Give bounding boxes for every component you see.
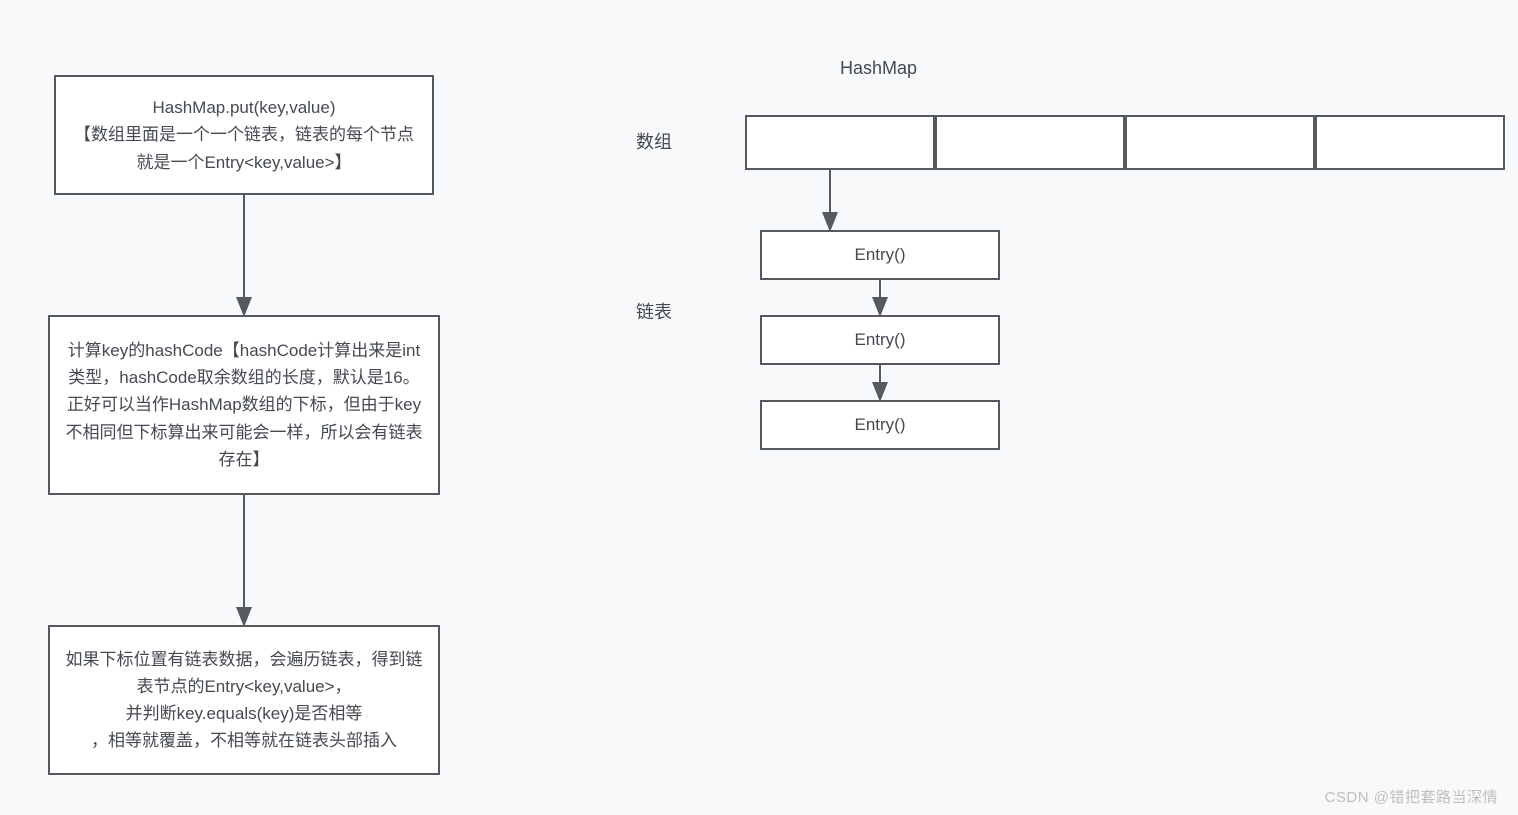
entry-box-label: Entry() — [855, 326, 906, 353]
array-cell — [745, 115, 935, 170]
flow-box-2-text: 计算key的hashCode【hashCode计算出来是int类型，hashCo… — [62, 337, 426, 473]
flow-box-1: HashMap.put(key,value) 【数组里面是一个一个链表，链表的每… — [54, 75, 434, 195]
entry-box-label: Entry() — [855, 241, 906, 268]
flow-box-3-line3: ，相等就覆盖，不相等就在链表头部插入 — [62, 727, 426, 754]
array-cell — [1315, 115, 1505, 170]
linked-list-label: 链表 — [636, 298, 672, 324]
hashmap-title: HashMap — [840, 58, 917, 79]
entry-box: Entry() — [760, 400, 1000, 450]
entry-box-label: Entry() — [855, 411, 906, 438]
entry-box: Entry() — [760, 230, 1000, 280]
flow-box-1-line1: HashMap.put(key,value) — [68, 94, 420, 121]
array-cell — [935, 115, 1125, 170]
flow-box-3-line1: 如果下标位置有链表数据，会遍历链表，得到链表节点的Entry<key,value… — [62, 646, 426, 700]
flow-box-3: 如果下标位置有链表数据，会遍历链表，得到链表节点的Entry<key,value… — [48, 625, 440, 775]
entry-box: Entry() — [760, 315, 1000, 365]
watermark: CSDN @错把套路当深情 — [1325, 786, 1498, 807]
flow-box-2: 计算key的hashCode【hashCode计算出来是int类型，hashCo… — [48, 315, 440, 495]
flow-box-1-line2: 【数组里面是一个一个链表，链表的每个节点就是一个Entry<key,value>… — [68, 121, 420, 175]
array-cell — [1125, 115, 1315, 170]
flow-box-3-line2: 并判断key.equals(key)是否相等 — [62, 700, 426, 727]
array-label: 数组 — [636, 128, 672, 154]
